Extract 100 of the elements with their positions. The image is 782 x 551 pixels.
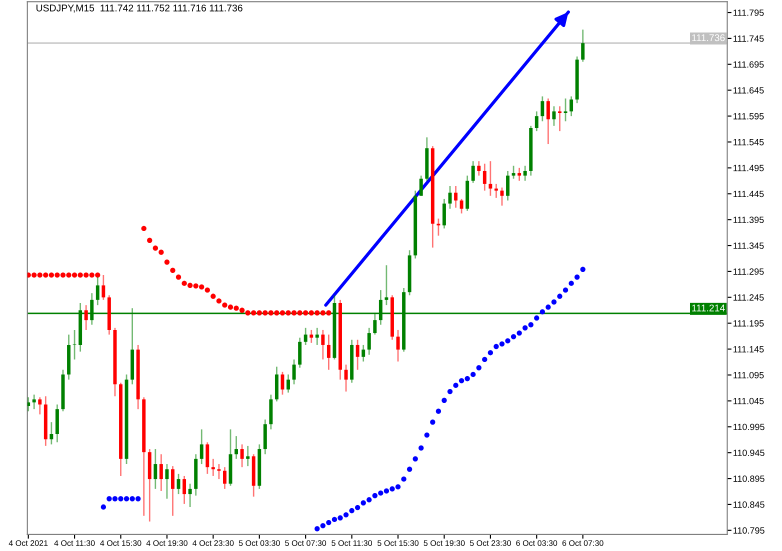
point bbox=[390, 486, 395, 492]
x-tick-label: 6 Oct 03:30 bbox=[516, 540, 558, 546]
point bbox=[458, 378, 464, 384]
y-tick-label: 111.295 bbox=[734, 268, 764, 275]
point bbox=[141, 226, 146, 232]
point bbox=[360, 500, 366, 506]
y-tick-label: 110.845 bbox=[734, 501, 764, 508]
x-tick-label: 4 Oct 23:30 bbox=[192, 540, 234, 546]
x-tick-label: 5 Oct 23:30 bbox=[470, 540, 511, 546]
y-tick-label: 111.645 bbox=[734, 87, 764, 94]
point bbox=[297, 310, 302, 316]
point bbox=[78, 272, 83, 278]
point bbox=[130, 496, 135, 502]
point bbox=[32, 272, 37, 278]
y-tick-label: 111.195 bbox=[734, 320, 764, 327]
point bbox=[158, 250, 164, 255]
x-tick-label: 6 Oct 07:30 bbox=[562, 540, 604, 546]
point bbox=[176, 274, 182, 280]
point bbox=[516, 330, 522, 336]
point bbox=[378, 490, 384, 496]
point bbox=[436, 408, 442, 414]
point bbox=[43, 272, 48, 278]
point bbox=[37, 272, 42, 278]
point bbox=[580, 266, 586, 272]
y-tick-label: 111.395 bbox=[734, 216, 764, 224]
point bbox=[540, 309, 546, 314]
point bbox=[95, 272, 100, 278]
point bbox=[291, 310, 297, 316]
point bbox=[430, 420, 436, 425]
point bbox=[366, 497, 372, 502]
point bbox=[228, 304, 234, 310]
point bbox=[557, 294, 562, 299]
point bbox=[268, 310, 274, 316]
point bbox=[60, 272, 66, 278]
point bbox=[562, 287, 568, 293]
point bbox=[199, 284, 204, 290]
point bbox=[326, 310, 332, 316]
x-tick-label: 4 Oct 19:30 bbox=[146, 540, 188, 546]
point bbox=[510, 334, 516, 340]
point bbox=[83, 272, 89, 278]
x-tick-label: 5 Oct 15:30 bbox=[378, 540, 419, 546]
point bbox=[395, 484, 401, 490]
chart-title: USDJPY,M15 111.742 111.752 111.716 111.736 bbox=[36, 4, 242, 13]
x-tick-label: 5 Oct 19:30 bbox=[424, 540, 465, 546]
ref-line-label: 111.736 bbox=[692, 34, 725, 42]
point bbox=[546, 304, 551, 310]
point bbox=[314, 526, 320, 532]
point bbox=[124, 496, 130, 502]
point bbox=[286, 310, 291, 316]
y-tick-label: 111.795 bbox=[734, 9, 764, 16]
x-tick-label: 4 Oct 2021 bbox=[8, 540, 48, 546]
y-tick-label: 111.745 bbox=[734, 35, 764, 42]
point bbox=[89, 272, 94, 278]
point bbox=[476, 365, 482, 370]
y-tick-label: 110.895 bbox=[734, 476, 764, 482]
y-tick-label: 111.445 bbox=[734, 190, 764, 198]
point bbox=[447, 388, 453, 394]
point bbox=[372, 493, 378, 498]
point bbox=[349, 508, 354, 514]
point bbox=[424, 432, 430, 438]
point bbox=[314, 310, 320, 316]
point bbox=[406, 466, 412, 472]
point bbox=[505, 338, 510, 344]
point bbox=[66, 272, 72, 278]
point bbox=[499, 341, 505, 347]
point bbox=[470, 372, 476, 378]
point bbox=[262, 310, 268, 316]
point bbox=[464, 376, 470, 382]
point bbox=[574, 274, 580, 280]
point bbox=[193, 283, 198, 289]
point bbox=[453, 382, 458, 388]
y-tick-label: 110.795 bbox=[734, 527, 764, 534]
point bbox=[216, 298, 222, 304]
point bbox=[152, 246, 158, 251]
point bbox=[222, 302, 228, 308]
point bbox=[343, 512, 349, 518]
point bbox=[568, 280, 574, 286]
point bbox=[147, 238, 152, 243]
point bbox=[326, 520, 332, 526]
x-tick-label: 5 Oct 11:30 bbox=[332, 540, 372, 546]
y-tick-label: 111.095 bbox=[734, 372, 764, 378]
y-tick-label: 111.695 bbox=[734, 61, 764, 68]
point bbox=[210, 294, 216, 299]
point bbox=[308, 310, 314, 316]
point bbox=[274, 310, 280, 316]
y-tick-label: 111.545 bbox=[734, 139, 764, 146]
y-tick-label: 111.495 bbox=[734, 164, 764, 172]
point bbox=[182, 280, 187, 286]
y-tick-label: 111.145 bbox=[734, 346, 764, 352]
point bbox=[135, 496, 141, 502]
y-tick-label: 111.245 bbox=[734, 294, 764, 301]
point bbox=[112, 496, 118, 502]
point bbox=[204, 287, 210, 293]
x-tick-label: 4 Oct 15:30 bbox=[100, 540, 142, 546]
point bbox=[320, 523, 326, 528]
point bbox=[494, 344, 499, 350]
point bbox=[488, 350, 494, 356]
y-tick-label: 110.945 bbox=[734, 450, 764, 456]
point bbox=[164, 260, 170, 265]
point bbox=[54, 272, 60, 278]
